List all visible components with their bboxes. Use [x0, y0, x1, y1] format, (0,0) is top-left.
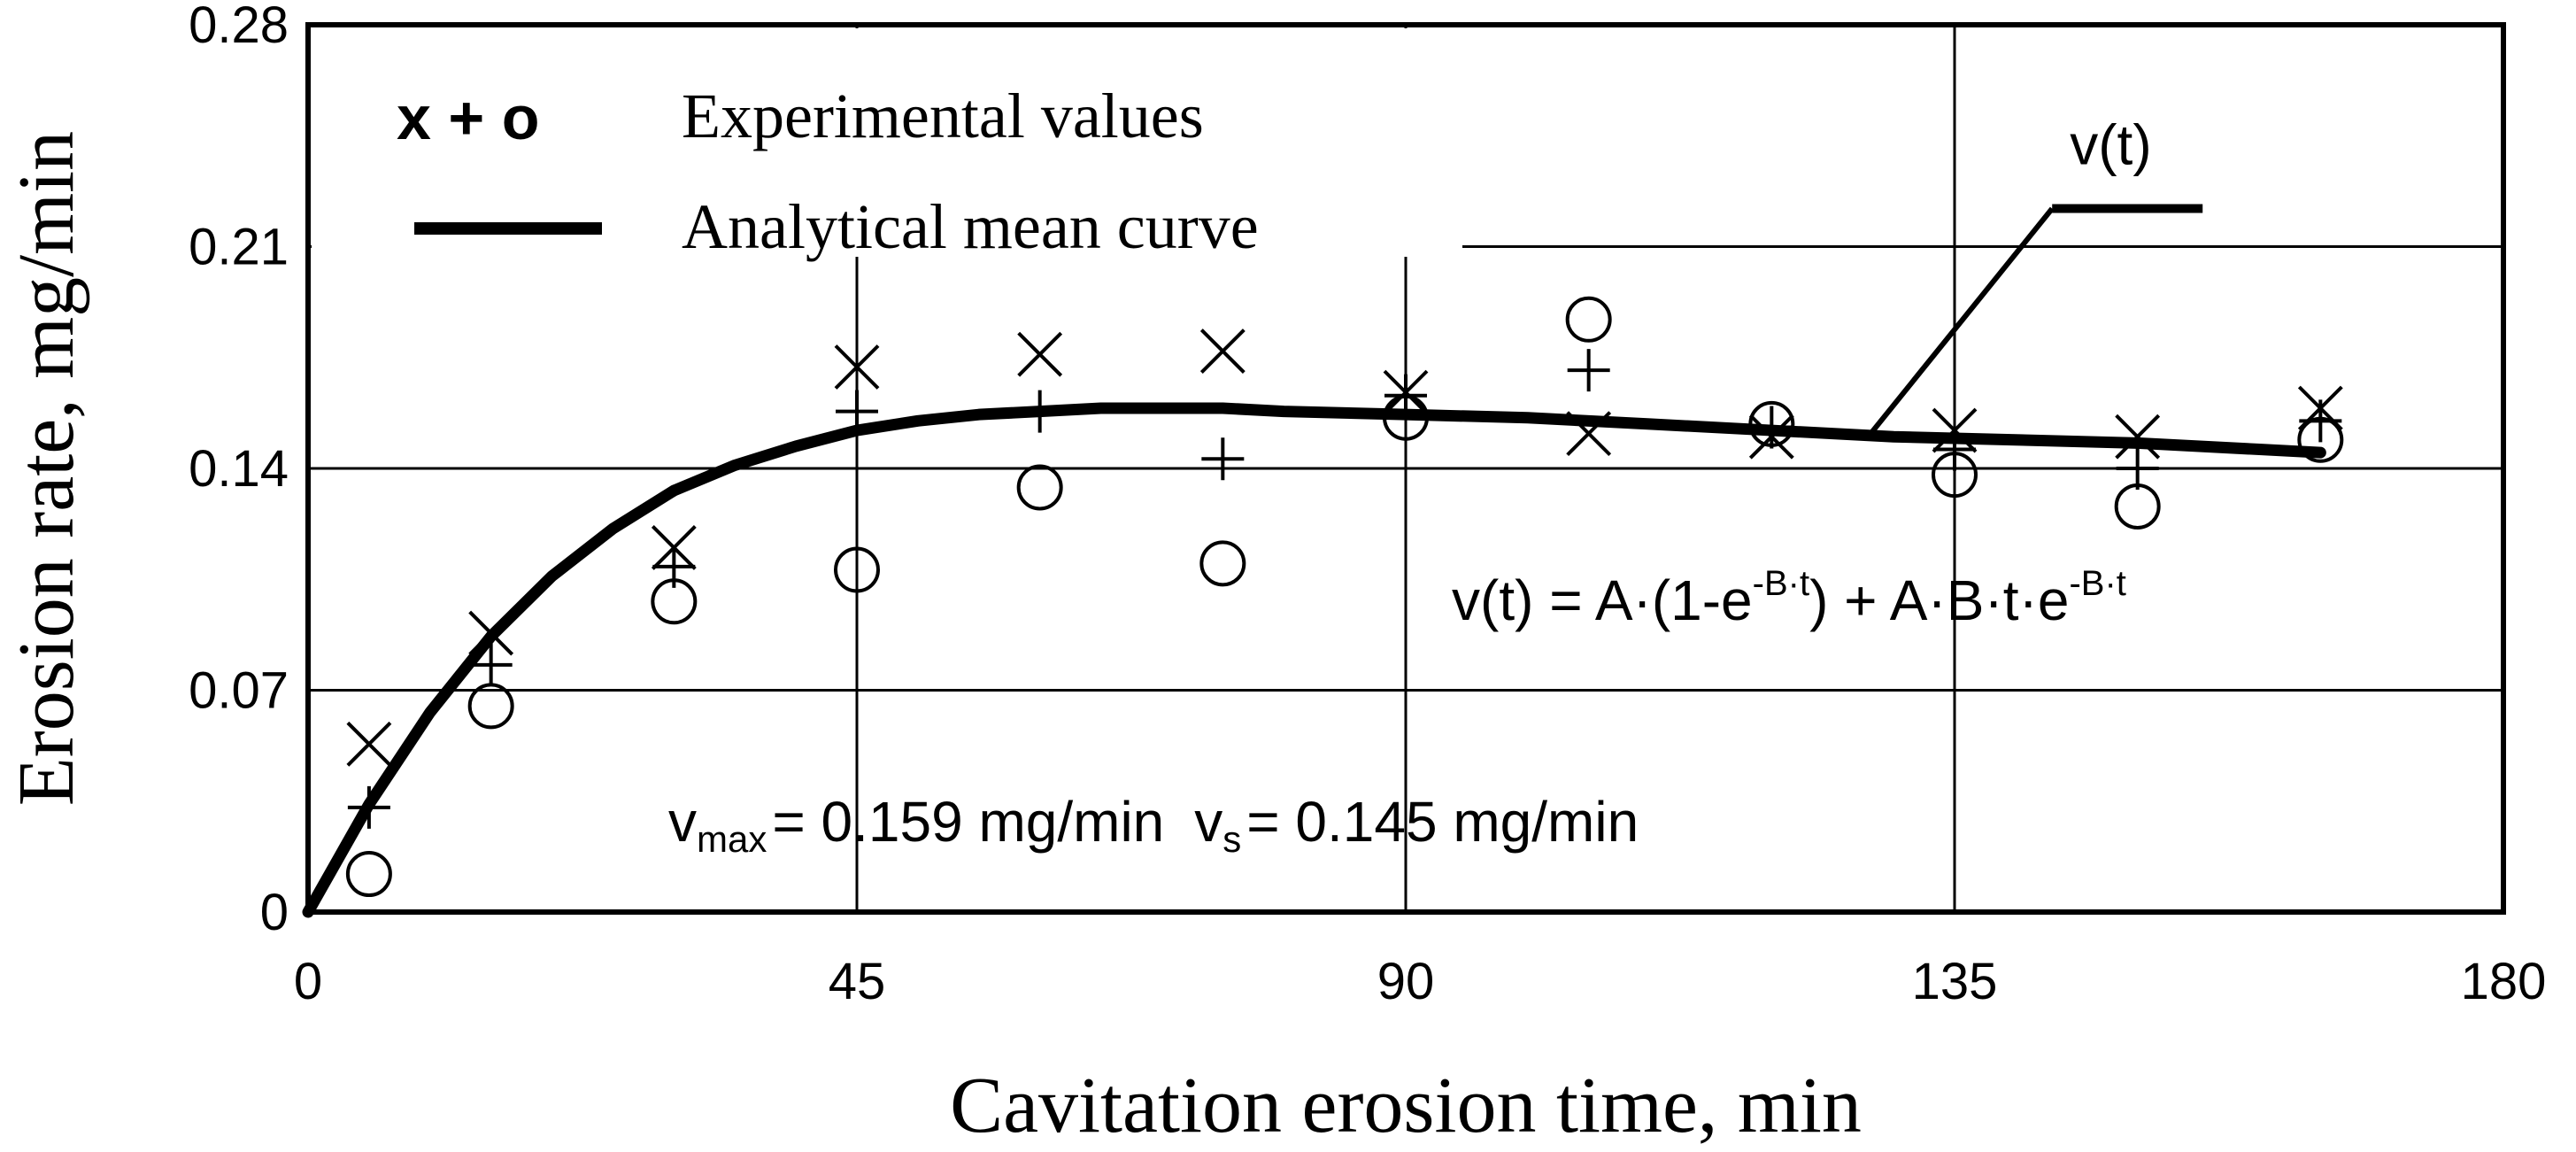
vmax-value: = 0.159 mg/min	[772, 790, 1164, 854]
point-circle	[2114, 483, 2161, 530]
point-circle	[1932, 452, 1978, 499]
y-tick-label: 0.28	[189, 0, 289, 54]
point-x-stroke	[2115, 414, 2161, 460]
point-x	[834, 344, 880, 390]
point-x-stroke	[1017, 331, 1063, 377]
point-circle	[1565, 296, 1612, 343]
point-plus	[2116, 447, 2159, 490]
point-circle	[2297, 416, 2344, 463]
point-circle	[1199, 540, 1246, 587]
legend-curve-label: Analytical mean curve	[682, 191, 1259, 262]
legend: x + o Experimental values Analytical mea…	[312, 28, 1462, 262]
data-points	[345, 296, 2344, 898]
curve-label: v(t)	[2070, 113, 2151, 177]
point-x	[346, 721, 392, 767]
point-x-stroke	[346, 721, 392, 767]
x-axis-label: Cavitation erosion time, min	[950, 1062, 1862, 1149]
point-x-stroke	[834, 344, 880, 390]
point-x-stroke	[1199, 329, 1246, 375]
formula: v(t) = A·(1-e-B·t) + A·B·t·e-B·t	[1452, 564, 2126, 632]
y-tick-label: 0	[260, 884, 289, 941]
point-x	[1017, 331, 1063, 377]
analytical-mean-curve	[302, 402, 2326, 918]
point-circle	[467, 683, 514, 730]
formula-mid: ) + A·B·t·e	[1809, 568, 2069, 632]
point-plus	[1567, 349, 1610, 392]
legend-markers: x + o	[397, 83, 539, 152]
x-tick-label: 180	[2461, 953, 2547, 1010]
y-tick-labels: 0 0.07 0.14 0.21 0.28	[189, 0, 289, 941]
y-tick-label: 0.21	[189, 219, 289, 276]
vs-value: = 0.145 mg/min	[1246, 790, 1639, 854]
formula-exp2: -B·t	[2069, 564, 2125, 603]
x-tick-labels: 0 45 90 135 180	[294, 953, 2547, 1010]
vs-subscript: s	[1222, 818, 1241, 860]
y-axis-label: Erosion rate, mg/min	[3, 131, 90, 806]
curve-leader-line	[1867, 206, 2055, 437]
point-circle	[834, 546, 880, 593]
x-tick-label: 135	[1912, 953, 1998, 1010]
point-plus	[469, 643, 513, 686]
legend-experimental-label: Experimental values	[682, 81, 1204, 151]
y-tick-label: 0.07	[189, 662, 289, 720]
vmax-symbol: v	[668, 790, 697, 854]
vmax-vs-values: vmax= 0.159 mg/min vs= 0.145 mg/min	[668, 790, 1639, 860]
formula-exp1: -B·t	[1753, 564, 1809, 603]
legend-background	[312, 28, 1462, 257]
point-circle	[651, 578, 698, 625]
x-tick-label: 45	[829, 953, 886, 1010]
y-tick-label: 0.14	[189, 440, 289, 498]
point-plus	[1201, 437, 1245, 481]
vs-symbol: v	[1194, 790, 1222, 854]
x-tick-label: 0	[294, 953, 322, 1010]
x-tick-label: 90	[1377, 953, 1435, 1010]
point-plus	[2299, 399, 2342, 443]
point-x	[2115, 414, 2161, 460]
point-circle	[345, 851, 392, 898]
point-x	[1199, 329, 1246, 375]
point-circle	[1016, 464, 1063, 511]
vmax-subscript: max	[697, 818, 767, 860]
formula-lhs: v(t) = A·(1-e	[1452, 568, 1753, 632]
plot-frame	[305, 22, 2506, 915]
